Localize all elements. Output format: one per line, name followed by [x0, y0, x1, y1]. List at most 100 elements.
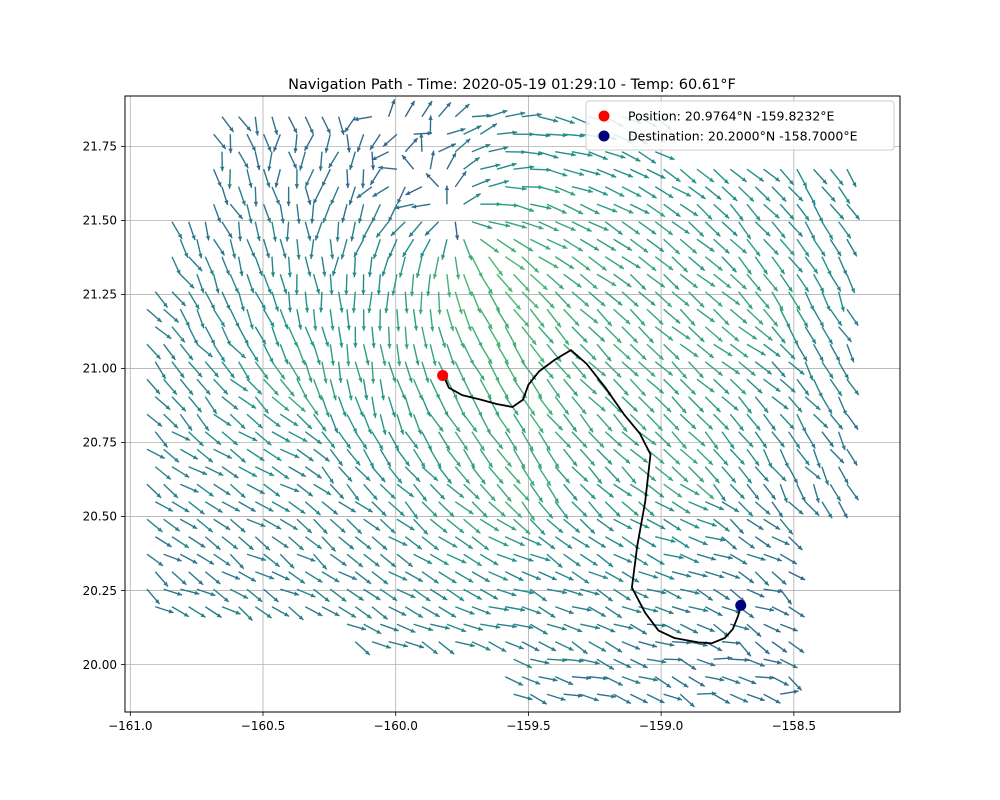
flow-arrow-head — [699, 407, 704, 413]
flow-arrow-head — [292, 163, 297, 169]
flow-arrow — [754, 361, 773, 375]
flow-arrow — [829, 378, 843, 397]
flow-arrow — [204, 291, 216, 310]
flow-arrow-head — [775, 177, 780, 182]
flow-arrow-head — [519, 541, 525, 546]
flow-arrow-head — [417, 429, 422, 435]
flow-arrow — [829, 448, 845, 464]
flow-arrow — [629, 238, 649, 254]
flow-arrow-head — [756, 286, 761, 292]
flow-arrow-head — [251, 472, 257, 477]
flow-arrow — [771, 641, 788, 654]
flow-arrow — [421, 501, 438, 518]
flow-arrow-head — [575, 561, 581, 567]
flow-arrow — [513, 553, 534, 562]
flow-arrow-head — [253, 201, 259, 207]
flow-arrow — [638, 221, 657, 235]
flow-arrow — [663, 518, 682, 532]
flow-arrow-head — [649, 511, 655, 516]
flow-arrow — [353, 238, 365, 258]
flow-arrow-head — [425, 596, 431, 602]
flow-arrow-head — [600, 371, 606, 377]
flow-arrow — [671, 361, 688, 379]
flow-arrow-head — [529, 446, 534, 452]
flow-arrow — [188, 326, 199, 345]
flow-arrow — [246, 483, 266, 495]
flow-arrow-head — [390, 528, 396, 534]
flow-arrow-head — [240, 353, 246, 359]
flow-arrow — [596, 203, 618, 213]
flow-arrow-head — [525, 529, 531, 535]
flow-arrow-head — [500, 511, 506, 517]
flow-arrow — [579, 308, 599, 324]
flow-arrow-head — [274, 182, 279, 188]
flow-arrow-head — [524, 286, 530, 292]
flow-arrow — [428, 115, 433, 135]
flow-arrow — [179, 343, 194, 361]
flow-arrow — [155, 606, 174, 614]
flow-arrow — [246, 343, 259, 362]
flow-arrow-head — [535, 680, 541, 685]
flow-arrow — [329, 344, 335, 366]
flow-arrow — [454, 396, 466, 418]
flow-arrow — [404, 100, 416, 118]
flow-arrow-head — [620, 154, 626, 159]
flow-arrow-head — [749, 613, 754, 618]
flow-arrow — [746, 168, 765, 182]
flow-arrow-head — [209, 560, 215, 565]
flow-arrow — [529, 693, 548, 705]
flow-arrow — [304, 291, 310, 313]
flow-arrow-head — [756, 632, 762, 637]
flow-arrow — [638, 396, 655, 414]
flow-arrow — [280, 483, 300, 493]
flow-arrow-head — [376, 232, 381, 238]
flow-arrow-head — [676, 629, 682, 634]
flow-arrow-head — [323, 378, 328, 384]
flow-arrow-head — [700, 441, 706, 447]
flow-arrow — [538, 291, 555, 309]
flow-arrow-head — [351, 613, 357, 618]
flow-arrow-head — [607, 459, 613, 465]
flow-arrow-head — [789, 250, 795, 256]
flow-arrow — [288, 466, 307, 478]
flow-arrow-head — [503, 146, 509, 151]
flow-arrow — [646, 238, 665, 253]
flow-arrow — [763, 168, 781, 183]
flow-arrow-head — [830, 196, 836, 202]
flow-arrow — [563, 553, 581, 567]
flow-arrow — [304, 396, 319, 416]
flow-arrow — [246, 238, 256, 258]
flow-arrow — [479, 518, 500, 532]
flow-arrow-head — [699, 477, 704, 483]
flow-arrow-head — [548, 513, 553, 519]
flow-arrow-head — [784, 462, 789, 468]
flow-arrow — [419, 238, 431, 258]
flow-arrow-head — [345, 183, 350, 189]
flow-arrow-head — [693, 558, 699, 563]
flow-arrow — [462, 238, 473, 261]
flow-arrow-head — [168, 609, 174, 614]
flow-arrow — [455, 606, 475, 615]
flow-arrow — [771, 466, 787, 482]
flow-arrow — [405, 641, 425, 649]
flow-arrow-head — [674, 284, 680, 290]
flow-arrow — [629, 413, 647, 431]
flow-arrow — [546, 378, 561, 399]
flow-arrow — [688, 361, 704, 379]
flow-arrow — [779, 238, 795, 256]
flow-arrow-head — [766, 369, 772, 375]
flow-arrow-head — [661, 590, 667, 595]
flow-arrow-head — [749, 544, 755, 549]
flow-arrow — [221, 256, 231, 276]
flow-arrow-head — [235, 610, 241, 615]
flow-arrow-head — [593, 318, 598, 324]
flow-arrow-head — [399, 511, 405, 516]
flow-arrow — [312, 344, 321, 365]
flow-arrow — [204, 431, 222, 446]
flow-arrow — [321, 326, 330, 347]
flow-arrow-head — [177, 591, 183, 596]
flow-arrow-head — [490, 496, 496, 501]
flow-arrow — [638, 291, 656, 307]
flow-arrow-head — [220, 250, 225, 256]
flow-arrow-head — [565, 303, 571, 309]
